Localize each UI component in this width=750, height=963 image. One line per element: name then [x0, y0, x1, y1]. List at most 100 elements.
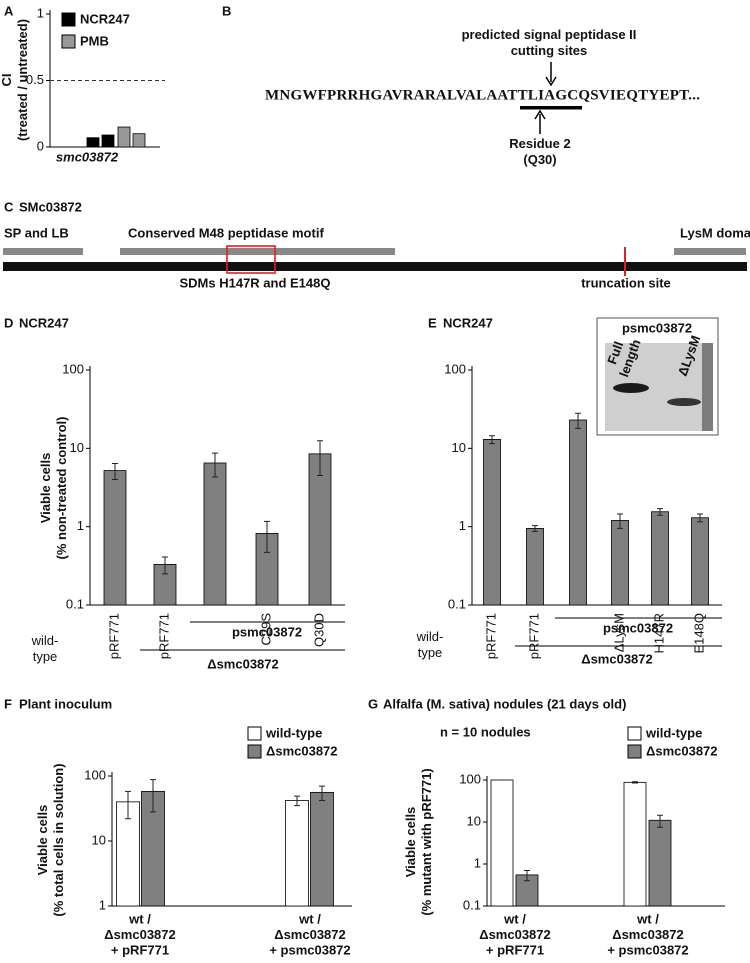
y-tick-label: 10 [452, 440, 466, 455]
error-bar [632, 781, 638, 784]
panel-label: F [4, 696, 12, 711]
y-tick-label: 100 [444, 361, 466, 376]
protein-bar [3, 262, 747, 271]
y-tick-label: 100 [84, 767, 106, 782]
group-label: Δsmc03872 [581, 651, 653, 666]
panel-title: Alfalfa (M. sativa) nodules (21 days old… [383, 696, 626, 711]
arrow-head [545, 76, 557, 87]
y-tick-label: 0 [37, 138, 44, 153]
error-bar [532, 525, 538, 532]
row-label: wild-type [31, 634, 59, 665]
panel-label: B [222, 3, 231, 18]
bar [310, 791, 334, 907]
y-tick-label: 0.1 [463, 897, 481, 912]
error-bar [489, 435, 495, 445]
domain [3, 248, 83, 255]
x-tick-label: wt / Δsmc03872 + psmc03872 [607, 912, 688, 958]
error-bar [657, 508, 663, 516]
legend-label: PMB [80, 33, 109, 48]
error-bar [617, 513, 623, 529]
error-bar [657, 814, 663, 828]
arrow-head [534, 109, 546, 120]
error-bar [112, 463, 118, 481]
blot-band [613, 383, 649, 393]
y-tick-label: 1 [37, 5, 44, 20]
bar [691, 517, 709, 606]
legend-label: wild-type [645, 725, 702, 740]
legend-swatch [627, 726, 642, 741]
y-tick-label: 0.1 [66, 596, 84, 611]
error-bar [697, 513, 703, 523]
panel-label: G [368, 696, 378, 711]
group-label: psmc03872 [232, 624, 302, 639]
panel-label: C [4, 199, 14, 214]
y-tick-label: 1 [99, 897, 106, 912]
x-tick-label: C29S [258, 613, 273, 646]
bar [101, 134, 115, 148]
error-bar [524, 870, 530, 882]
bar [569, 419, 587, 606]
y-tick-label: 100 [62, 361, 84, 376]
bar [285, 800, 309, 907]
error-bar [264, 520, 270, 553]
blot-edge [702, 343, 713, 431]
y-tick-label: 100 [459, 771, 481, 786]
panel-label: E [428, 315, 437, 330]
y-tick-label: 0.5 [26, 72, 44, 87]
legend-swatch [627, 744, 642, 759]
x-tick-label: ΔLysM [611, 613, 626, 652]
panel-title: NCR247 [443, 315, 493, 330]
legend-label: NCR247 [80, 11, 130, 26]
panel-label: A [4, 3, 14, 18]
underline [520, 106, 582, 110]
error-bar [319, 785, 325, 801]
x-tick-label: E148Q [691, 613, 706, 653]
x-tick-label: wt / Δsmc03872 + pRF771 [479, 912, 551, 958]
sequence: MNGWFPRRHGAVRARALVALAATTLIAGCQSVIEQTYEPT… [265, 87, 700, 103]
panel-title: NCR247 [19, 315, 69, 330]
domain-label: LysM domain [680, 225, 750, 240]
y-tick-label: 1 [474, 855, 481, 870]
bar [103, 470, 127, 606]
bar [86, 137, 100, 148]
bar [483, 439, 501, 606]
legend-swatch [247, 726, 262, 741]
domain [120, 248, 395, 255]
mutation-box [226, 245, 276, 274]
legend-label: Δsmc03872 [646, 743, 718, 758]
domain-label: SP and LB [4, 225, 69, 240]
x-tick-label: pRF771 [156, 613, 171, 659]
bar [117, 126, 131, 148]
domain-label: Conserved M48 peptidase motif [128, 225, 324, 240]
error-bar [212, 452, 218, 478]
error-bar [150, 779, 156, 813]
mutation-label: SDMs H147R and E148Q [179, 275, 330, 290]
group-label: Δsmc03872 [207, 656, 279, 671]
annotation: n = 10 nodules [440, 724, 531, 739]
legend-label: Δsmc03872 [266, 743, 338, 758]
panel-label: D [4, 315, 13, 330]
x-tick-label: pRF771 [106, 613, 121, 659]
inset-title: psmc03872 [622, 320, 692, 335]
bar [651, 511, 669, 606]
annotation: Residue 2 (Q30) [509, 137, 570, 168]
y-axis-label: Viable cells(% total cells in solution) [36, 763, 67, 916]
y-axis-label: Viable cells(% non-treated control) [39, 417, 70, 560]
group-label: psmc03872 [603, 620, 673, 635]
x-tick-label: H147R [651, 613, 666, 653]
error-bar [317, 440, 323, 476]
error-bar [575, 412, 581, 429]
blot-band [667, 398, 701, 406]
error-bar [294, 795, 300, 807]
legend-swatch [61, 12, 76, 27]
bar [526, 528, 544, 606]
bar [308, 453, 332, 606]
bar [490, 779, 514, 907]
y-tick-label: 1 [77, 518, 84, 533]
legend-swatch [247, 744, 262, 759]
y-tick-label: 1 [459, 518, 466, 533]
x-tick-label: pRF771 [483, 613, 498, 659]
error-bar [162, 556, 168, 575]
y-tick-label: 10 [467, 813, 481, 828]
